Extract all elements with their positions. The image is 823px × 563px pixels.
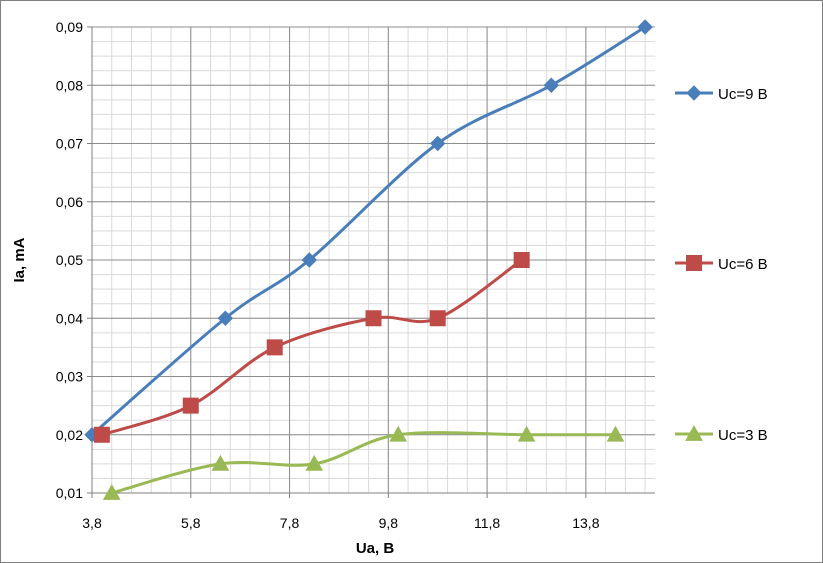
y-tick-labels: 0,01 0,02 0,03 0,04 0,05 0,06 0,07 0,08 0,09 [56,19,83,501]
data-point-uc-3-b [517,425,536,442]
legend-marker-uc-3-b [685,424,703,441]
data-point-uc-3-b [305,454,324,471]
data-point-uc-9-b [637,19,653,35]
data-point-uc-9-b [217,310,234,326]
x-tick-label: 7,8 [280,515,300,531]
y-tick-label: 0,04 [56,310,83,326]
x-tick-label: 9,8 [379,515,399,531]
y-tick-label: 0,05 [56,252,83,268]
x-tick-label: 13,8 [572,515,599,531]
legend-label-uc-3-b: Uc=3 B [718,427,768,444]
legend: Uc=9 B Uc=6 B Uc=3 B [675,85,768,444]
x-tick-label: 11,8 [474,515,500,531]
legend-label-uc-9-b: Uc=9 B [718,86,768,103]
axes [87,26,655,498]
y-tick-label: 0,03 [56,369,83,385]
series-line-uc-3-b [110,431,617,495]
legend-marker-uc-9-b [686,85,702,101]
data-point-uc-6-b [513,252,530,268]
x-tick-label: 3,8 [82,515,102,531]
data-point-uc-3-b [211,454,230,471]
y-tick-label: 0,02 [56,427,83,443]
legend-label-uc-6-b: Uc=6 B [718,256,768,273]
y-tick-label: 0,08 [56,77,83,93]
data-point-uc-9-b [543,77,559,93]
y-tick-label: 0,01 [56,485,83,501]
x-axis-title: Ua, B [356,540,395,557]
data-point-uc-3-b [606,425,625,442]
data-point-uc-6-b [365,310,382,327]
data-point-uc-9-b [301,252,318,268]
major-gridlines [91,26,655,494]
y-tick-label: 0,07 [56,136,83,152]
y-tick-label: 0,09 [56,19,83,35]
x-tick-labels: 3,8 5,8 7,8 9,8 11,8 13,8 [82,515,599,531]
legend-marker-uc-6-b [686,255,702,271]
data-point-uc-3-b [389,425,408,442]
data-point-uc-9-b [429,135,446,152]
y-axis-title: Ia, mA [11,237,28,282]
series-lines [84,19,653,500]
x-tick-label: 5,8 [181,515,201,531]
data-point-uc-6-b [93,426,110,443]
data-point-uc-6-b [182,397,199,414]
data-point-uc-6-b [429,310,446,327]
data-point-uc-3-b [102,483,121,500]
data-point-uc-6-b [266,339,283,356]
y-tick-label: 0,06 [56,194,83,210]
